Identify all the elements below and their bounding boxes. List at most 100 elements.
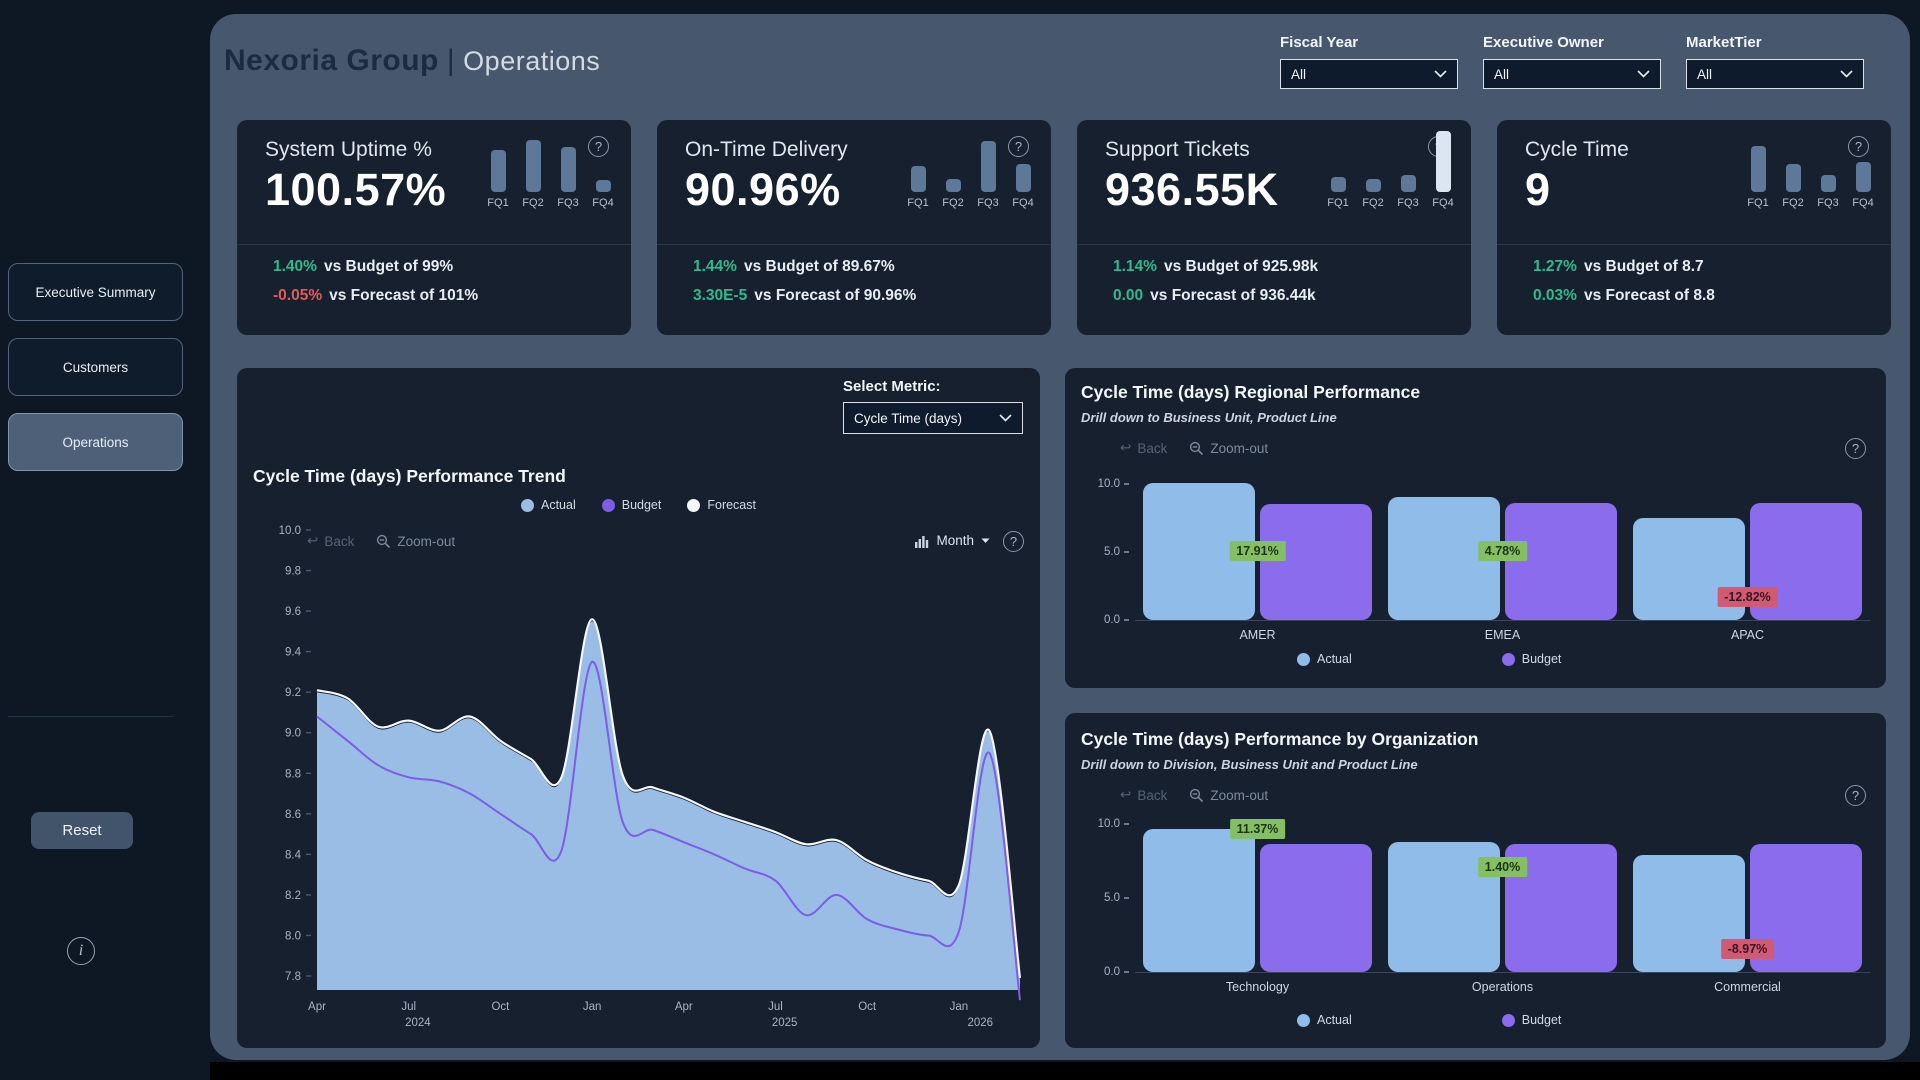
- zoom-out-label: Zoom-out: [397, 533, 456, 549]
- sparkline-column: FQ1: [1744, 134, 1772, 209]
- sidebar-item-operations[interactable]: Operations: [8, 413, 183, 471]
- legend-item-budget[interactable]: Budget: [1501, 1013, 1561, 1027]
- sparkline-bar-wrap: [1365, 134, 1381, 192]
- legend-item-budget[interactable]: Budget: [1501, 652, 1561, 666]
- legend-item-budget[interactable]: Budget: [601, 498, 661, 512]
- sparkline-bar-wrap: [1400, 134, 1416, 192]
- sparkline-bar: [945, 179, 961, 192]
- kpi-title: System Uptime %: [265, 138, 432, 161]
- kpi-comparison: 1.27% vs Budget of 8.7: [1533, 258, 1715, 276]
- trend-plot-area[interactable]: 10.0 9.8 9.6 9.4 9.2 9.0 8.8 8.6 8.4 8.2 8.0 7.8 Apr…: [245, 518, 1035, 1030]
- legend-item-forecast[interactable]: Forecast: [687, 498, 756, 512]
- category-label-operations: Operations: [1471, 980, 1534, 994]
- y-axis-tick-label: 10.0: [1089, 478, 1129, 490]
- sparkline-bar-wrap: [1785, 134, 1801, 192]
- metric-dropdown[interactable]: Cycle Time (days): [843, 402, 1023, 434]
- series-actual-area: [317, 621, 1020, 990]
- kpi-delta: 0.03%: [1533, 287, 1577, 304]
- filter-label: Fiscal Year: [1280, 34, 1359, 51]
- trend-controls: ↩ Back Zoom-out: [307, 533, 455, 549]
- category-label-commercial: Commercial: [1714, 980, 1781, 994]
- kpi-value: 936.55K: [1105, 164, 1279, 215]
- y-axis-tick-label: 7.8: [285, 971, 301, 983]
- kpi-comparison-text: vs Budget of 99%: [323, 258, 454, 275]
- x-axis-tick-label: Apr: [308, 1001, 326, 1013]
- help-icon[interactable]: ?: [1008, 136, 1029, 157]
- kpi-card-support-tickets: Support Tickets936.55K?FQ1FQ2FQ3FQ41.14%…: [1077, 120, 1471, 335]
- legend-item-actual[interactable]: Actual: [1297, 652, 1352, 666]
- filter-dropdown-fiscal-year[interactable]: All: [1280, 59, 1458, 89]
- report-canvas: Nexoria Group | Operations Fiscal Year All E…: [210, 14, 1910, 1060]
- bar-budget-amer[interactable]: [1260, 504, 1372, 620]
- legend-item-actual[interactable]: Actual: [520, 498, 576, 512]
- kpi-divider: [1077, 244, 1471, 245]
- back-button[interactable]: ↩ Back: [1120, 440, 1167, 456]
- kpi-comparison-text: vs Forecast of 90.96%: [754, 287, 917, 304]
- kpi-comparisons: 1.14% vs Budget of 925.98k 0.00 vs Forecast…: [1113, 258, 1318, 316]
- sparkline-bar-wrap: [560, 134, 576, 192]
- zoom-out-label: Zoom-out: [1210, 787, 1269, 803]
- zoom-out-button[interactable]: Zoom-out: [1189, 441, 1268, 456]
- help-icon[interactable]: ?: [1845, 438, 1866, 459]
- kpi-card-cycle-time: Cycle Time 9? FQ1 FQ2 FQ3 FQ4 1.27% vs Budget o…: [1497, 120, 1891, 335]
- info-icon[interactable]: i: [67, 937, 95, 965]
- chevron-down-icon: [1434, 70, 1447, 78]
- org-chart-subtitle: Drill down to Division, Business Unit an…: [1081, 757, 1418, 772]
- org-legend: Actual Budget: [1297, 1013, 1561, 1027]
- filter-value: All: [1291, 66, 1307, 82]
- x-axis-tick-label: Jul: [401, 1001, 416, 1013]
- help-icon[interactable]: ?: [588, 136, 609, 157]
- page-name: Operations: [463, 46, 601, 76]
- legend-item-actual[interactable]: Actual: [1297, 1013, 1352, 1027]
- y-axis-tick-label: 9.2: [285, 687, 301, 699]
- kpi-title: Support Tickets: [1105, 138, 1250, 161]
- chevron-down-icon: [981, 538, 990, 543]
- org-controls: ↩ Back Zoom-out: [1120, 787, 1268, 803]
- bar-actual-technology[interactable]: [1143, 829, 1255, 972]
- sidebar-item-executive-summary[interactable]: Executive Summary: [8, 263, 183, 321]
- bar-budget-emea[interactable]: [1505, 503, 1617, 620]
- filter-dropdown-executive-owner[interactable]: All: [1483, 59, 1661, 89]
- sparkline-label: FQ2: [1362, 197, 1384, 209]
- back-button[interactable]: ↩ Back: [1120, 787, 1167, 803]
- legend-label: Actual: [1317, 1013, 1352, 1027]
- sparkline-column: FQ1: [904, 134, 932, 209]
- sparkline-bar: [1750, 146, 1766, 192]
- sparkline-bar: [595, 180, 611, 192]
- bar-budget-technology[interactable]: [1260, 844, 1372, 972]
- sparkline-column: FQ2: [519, 134, 547, 209]
- legend-dot: [687, 498, 701, 512]
- back-button[interactable]: ↩ Back: [307, 533, 354, 549]
- regional-legend: Actual Budget: [1297, 652, 1561, 666]
- kpi-comparisons: 1.40% vs Budget of 99% -0.05% vs Forecast o…: [273, 258, 478, 316]
- kpi-comparison: 1.44% vs Budget of 89.67%: [693, 258, 916, 276]
- help-icon[interactable]: ?: [1845, 785, 1866, 806]
- sparkline-label: FQ4: [592, 197, 614, 209]
- sparkline-label: FQ1: [907, 197, 929, 209]
- help-icon[interactable]: ?: [1003, 531, 1024, 552]
- kpi-divider: [237, 244, 631, 245]
- zoom-out-button[interactable]: Zoom-out: [376, 534, 455, 549]
- kpi-comparison: 1.14% vs Budget of 925.98k: [1113, 258, 1318, 276]
- sparkline-label: FQ4: [1012, 197, 1034, 209]
- title-separator: |: [446, 44, 456, 77]
- granularity-selector[interactable]: Month: [915, 533, 990, 548]
- delta-label-operations: 1.40%: [1477, 857, 1528, 878]
- y-axis-tick-label: 8.0: [285, 930, 301, 942]
- filter-dropdown-markettier[interactable]: All: [1686, 59, 1864, 89]
- kpi-delta: 3.30E-5: [693, 287, 748, 304]
- sparkline-bar: [1330, 177, 1346, 192]
- sparkline-bar: [1400, 175, 1416, 192]
- kpi-comparison-text: vs Budget of 8.7: [1583, 258, 1704, 275]
- sparkline-bar-wrap: [595, 134, 611, 192]
- back-label: Back: [324, 533, 355, 549]
- sparkline-bar-wrap: [1015, 134, 1031, 192]
- x-axis-year-label: 2024: [405, 1017, 431, 1029]
- help-icon[interactable]: ?: [1848, 136, 1869, 157]
- reset-button[interactable]: Reset: [31, 812, 133, 849]
- sparkline-label: FQ1: [1327, 197, 1349, 209]
- sidebar-item-customers[interactable]: Customers: [8, 338, 183, 396]
- kpi-comparison-text: vs Budget of 89.67%: [743, 258, 895, 275]
- zoom-out-button[interactable]: Zoom-out: [1189, 788, 1268, 803]
